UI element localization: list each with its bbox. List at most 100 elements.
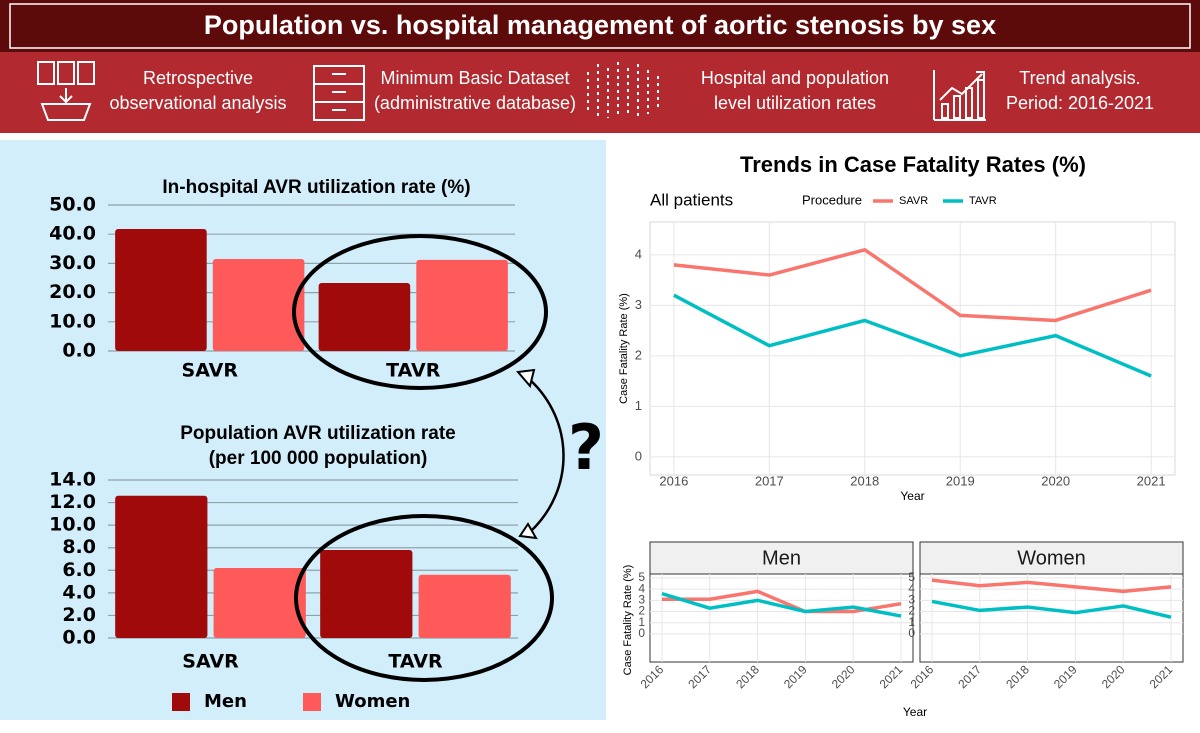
bar — [318, 282, 411, 351]
method-text: Hospital and population — [701, 68, 889, 88]
y-tick-label: 1 — [638, 615, 645, 629]
highlight-circle — [294, 514, 554, 682]
y-tick-label: 0 — [908, 626, 915, 640]
x-tick-label: 2021 — [1137, 473, 1166, 488]
method-text: Retrospective — [143, 68, 253, 88]
double-arrow — [527, 377, 565, 533]
plot-panel — [649, 221, 1176, 476]
chart-subtitle: (per 100 000 population) — [209, 448, 428, 469]
method-bar — [0, 52, 1200, 133]
arrow-heads — [516, 368, 538, 540]
series-line — [931, 599, 1172, 619]
y-axis-label: Case Fatality Rate (%) — [618, 293, 630, 404]
x-tick-label: 2017 — [755, 473, 784, 488]
y-tick-label: 4 — [908, 581, 915, 595]
bar — [416, 259, 508, 351]
x-tick-label: 2018 — [850, 473, 879, 488]
facet-title: Men — [762, 547, 801, 569]
y-tick-label: 0 — [638, 626, 645, 640]
y-tick-label: 2.0 — [62, 604, 96, 626]
y-tick-label: 6.0 — [62, 559, 96, 581]
x-axis-label: Year — [903, 705, 927, 719]
y-tick-label: 4 — [638, 581, 645, 595]
y-tick-label: 8.0 — [62, 536, 96, 558]
method-text: Minimum Basic Dataset — [380, 68, 569, 88]
chart-title: Trends in Case Fatality Rates (%) — [740, 152, 1086, 177]
y-tick-label: 2 — [908, 604, 915, 618]
y-tick-label: 14.0 — [49, 469, 96, 491]
y-tick-label: 2 — [638, 604, 645, 618]
legend-swatch — [172, 693, 190, 711]
method-text: Period: 2016-2021 — [1006, 93, 1154, 113]
highlight-circles — [292, 234, 554, 682]
icon-people — [587, 62, 659, 118]
bar — [212, 259, 305, 351]
method-text: (administrative database) — [374, 93, 576, 113]
x-tick-label: TAVR — [388, 651, 443, 673]
y-axis-label: Case Fatality Rate (%) — [622, 565, 634, 676]
icon-documents — [37, 61, 95, 121]
bar — [115, 228, 207, 351]
method-text: Trend analysis. — [1019, 68, 1140, 88]
legend-label: Women — [335, 691, 410, 712]
y-tick-label: 20.0 — [49, 281, 96, 303]
icons — [37, 61, 986, 121]
y-tick-label: 12.0 — [49, 491, 96, 513]
bar — [115, 495, 208, 638]
y-tick-label: 4 — [635, 246, 642, 261]
y-tick-label: 50.0 — [49, 194, 96, 216]
y-tick-label: 0 — [635, 448, 642, 463]
title-bar — [0, 0, 1200, 52]
legend-swatch — [303, 693, 321, 711]
bar — [320, 549, 413, 638]
question-mark: ? — [568, 411, 604, 484]
y-tick-label: 4.0 — [62, 581, 96, 603]
legend-label: TAVR — [969, 195, 997, 207]
legend-title: Procedure — [802, 192, 862, 207]
x-tick-label: TAVR — [386, 360, 441, 382]
y-tick-label: 30.0 — [49, 252, 96, 274]
method-text: observational analysis — [109, 93, 286, 113]
y-tick-label: 0.0 — [62, 340, 96, 362]
y-tick-label: 5 — [908, 570, 915, 584]
y-tick-label: 1 — [635, 398, 642, 413]
y-tick-label: 0.0 — [62, 627, 96, 649]
plot-panel — [649, 573, 914, 663]
y-tick-label: 10.0 — [49, 310, 96, 332]
y-tick-label: 2 — [635, 347, 642, 362]
bar — [213, 568, 306, 638]
series-line — [673, 293, 1152, 378]
chart-title: Population AVR utilization rate — [180, 423, 456, 444]
facet-title: Women — [1017, 547, 1086, 569]
y-tick-label: 1 — [908, 615, 915, 629]
method-text: level utilization rates — [714, 93, 876, 113]
bar — [418, 574, 511, 638]
page-title: Population vs. hospital management of ao… — [204, 10, 996, 40]
highlight-circle — [292, 234, 548, 390]
title-frame — [9, 3, 1191, 49]
y-tick-label: 40.0 — [49, 223, 96, 245]
x-tick-label: 2016 — [659, 473, 688, 488]
x-tick-label: SAVR — [182, 360, 239, 382]
x-tick-label: SAVR — [182, 651, 239, 673]
y-tick-label: 5 — [638, 570, 645, 584]
chart-subtitle: All patients — [650, 190, 733, 209]
facet-strip — [919, 541, 1184, 575]
facet-strip — [649, 541, 914, 575]
icon-database — [313, 65, 365, 121]
x-tick-label: 2019 — [946, 473, 975, 488]
series-line — [661, 591, 902, 618]
x-axis-label: Year — [900, 489, 924, 503]
series-line — [673, 248, 1152, 323]
icon-trend — [933, 70, 986, 121]
y-tick-label: 3 — [635, 297, 642, 312]
series-line — [931, 578, 1172, 594]
plot-panel — [919, 573, 1184, 663]
x-tick-label: 2020 — [1041, 473, 1070, 488]
legend-label: SAVR — [899, 195, 928, 207]
y-tick-label: 3 — [908, 593, 915, 607]
y-tick-label: 10.0 — [49, 514, 96, 536]
legend-label: Men — [204, 691, 247, 712]
